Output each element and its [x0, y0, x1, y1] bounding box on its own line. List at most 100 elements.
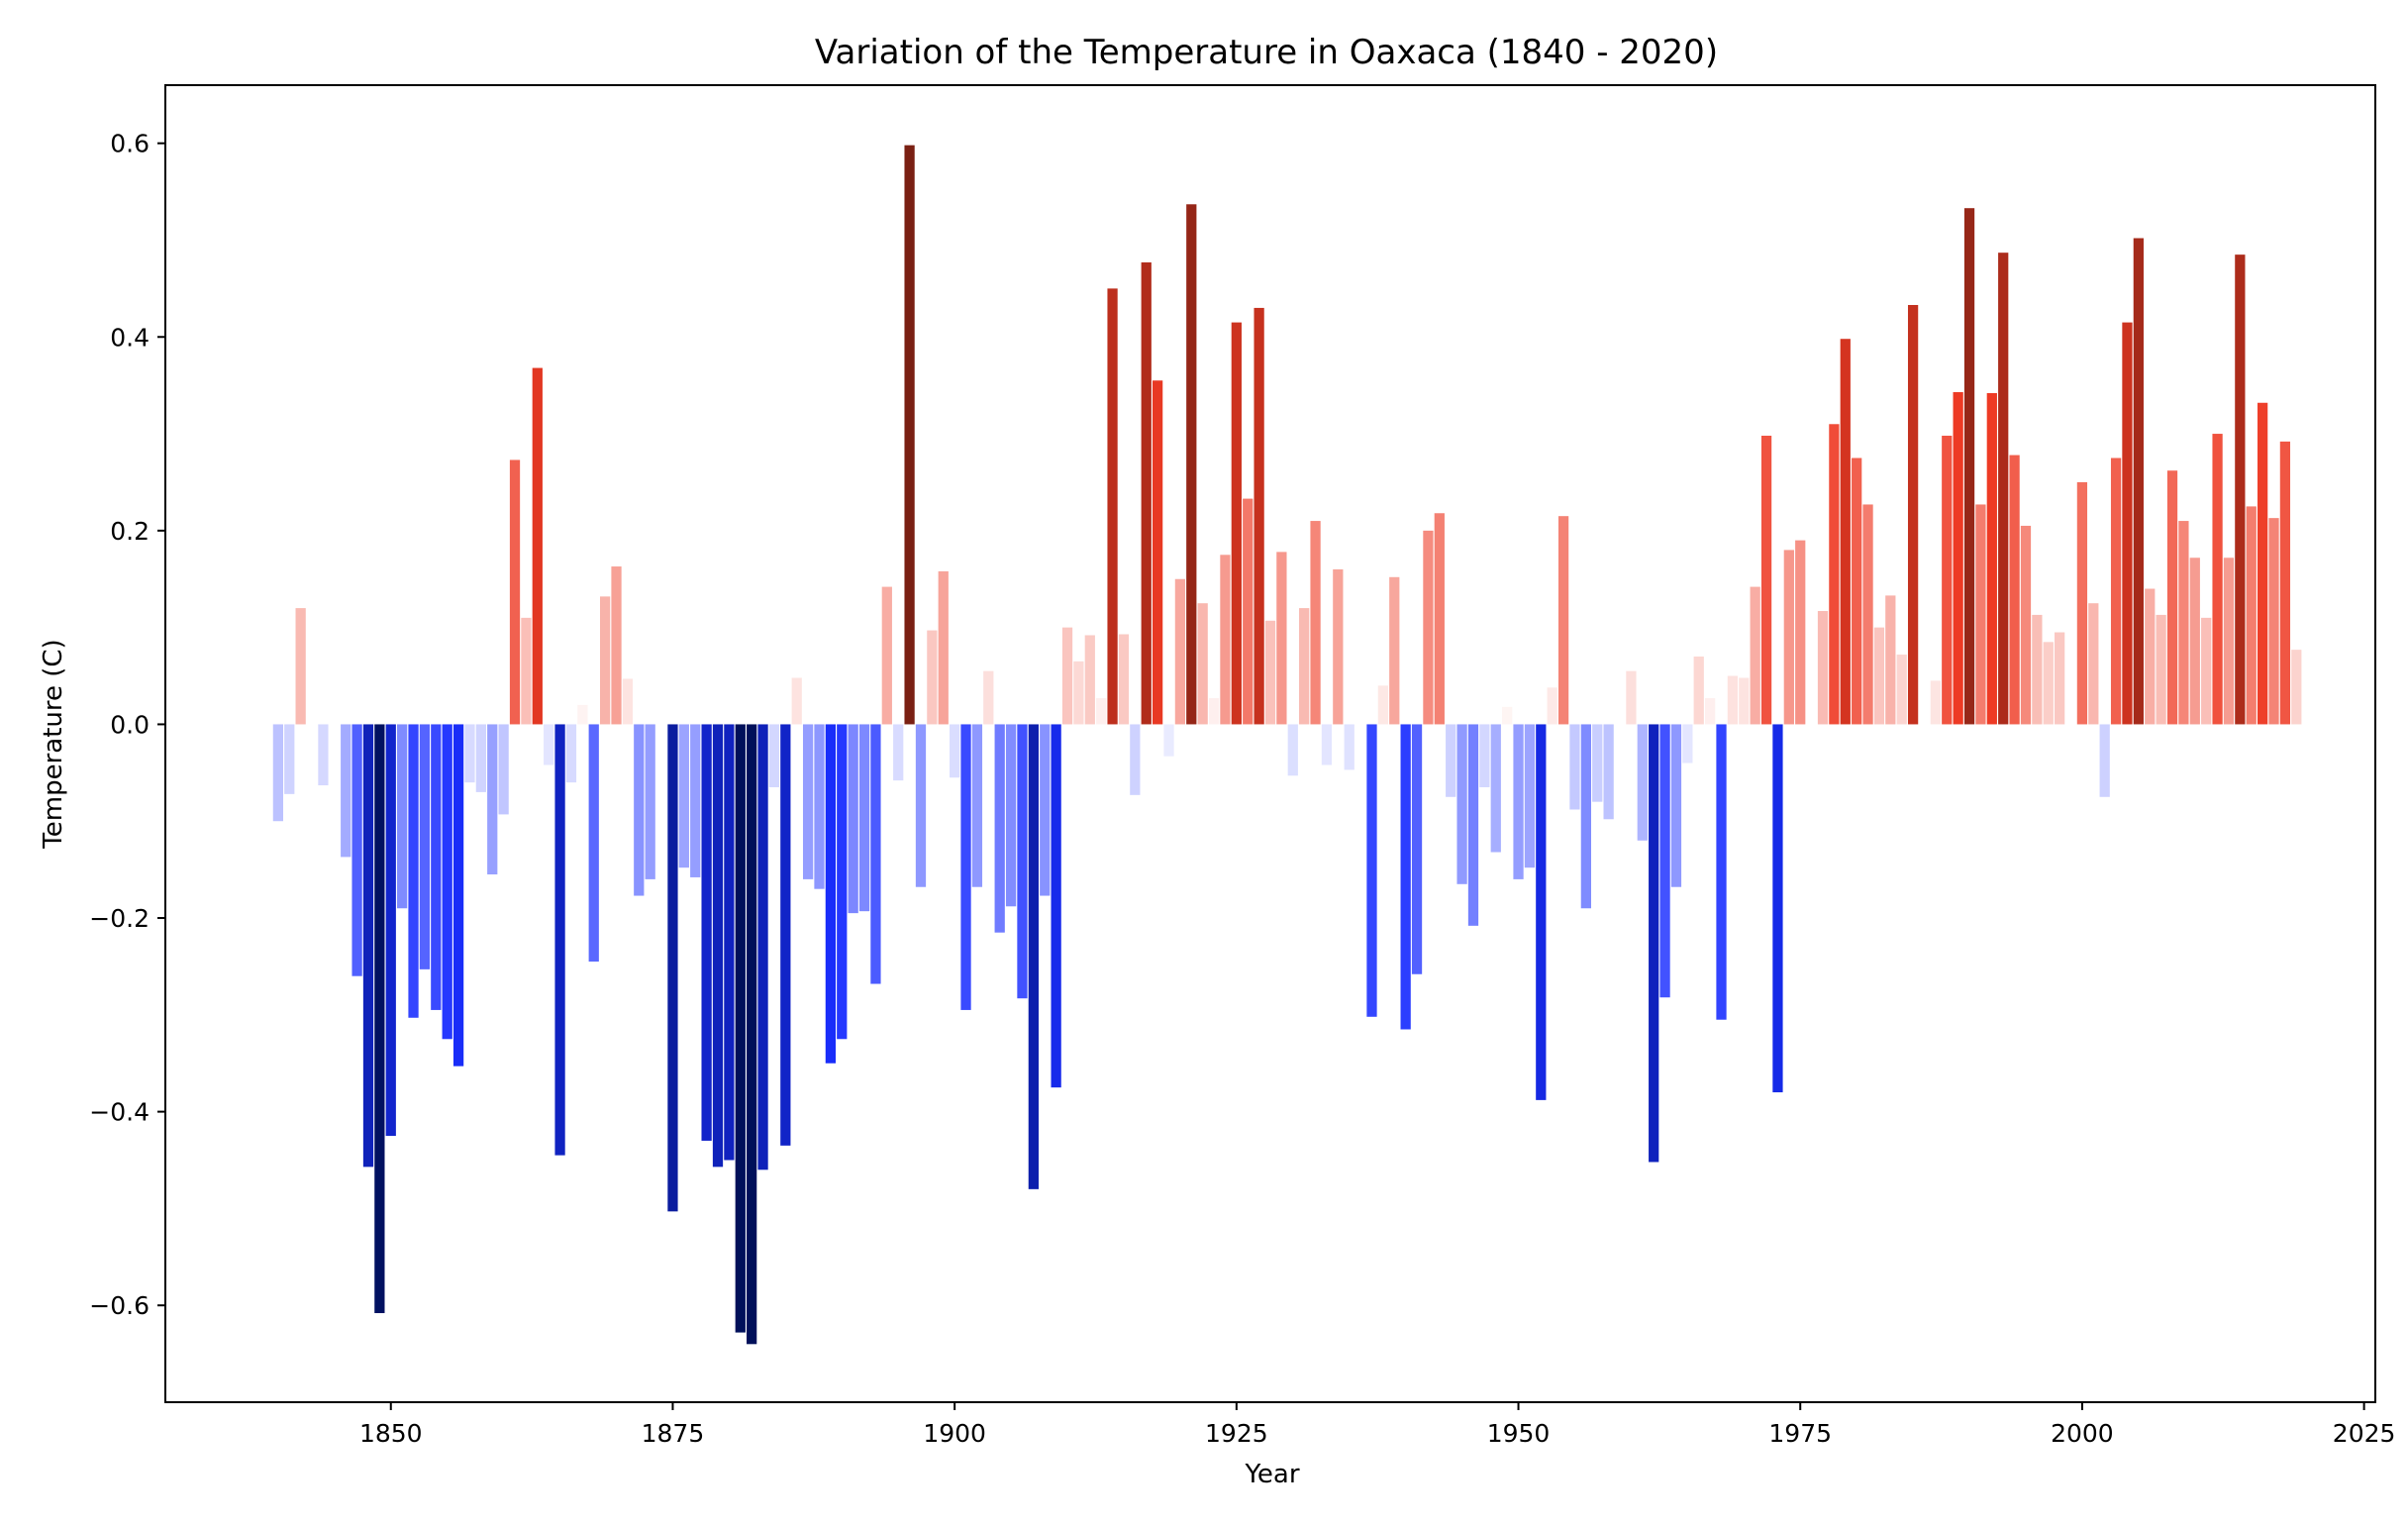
bar-1955 [1569, 724, 1580, 810]
bar-2002 [2099, 724, 2110, 797]
bar-1907 [1028, 724, 1039, 1189]
bar-1952 [1536, 724, 1547, 1100]
bar-1983 [1885, 595, 1896, 725]
bar-1973 [1772, 724, 1783, 1093]
bar-1967 [1705, 698, 1716, 725]
bar-1869 [600, 596, 611, 725]
bar-1935 [1344, 724, 1354, 770]
bar-1954 [1557, 516, 1569, 725]
bar-1919 [1163, 724, 1174, 757]
bar-1882 [747, 724, 757, 1345]
bar-1980 [1852, 458, 1862, 725]
bar-1930 [1287, 724, 1298, 776]
bar-1875 [667, 724, 678, 1212]
bar-1905 [1005, 724, 1017, 907]
bar-2008 [2166, 470, 2178, 725]
bar-1878 [701, 724, 712, 1141]
bar-1915 [1118, 634, 1130, 725]
bar-2004 [2122, 322, 2133, 725]
bar-1937 [1366, 724, 1377, 1017]
bar-1956 [1580, 724, 1591, 909]
bar-1985 [1907, 304, 1919, 725]
bar-1860 [498, 724, 509, 815]
chart-title: Variation of the Temperature in Oaxaca (… [815, 33, 1718, 72]
bar-1996 [2032, 614, 2043, 725]
bar-1939 [1389, 576, 1400, 725]
bar-1981 [1862, 504, 1873, 725]
bar-1909 [1051, 724, 1061, 1088]
bar-1879 [712, 724, 724, 1168]
bar-1947 [1479, 724, 1490, 788]
bar-1872 [634, 724, 645, 896]
bar-1965 [1682, 724, 1693, 763]
bar-1844 [318, 724, 329, 786]
y-tick-label-1: −0.4 [89, 1098, 150, 1127]
bar-1888 [814, 724, 825, 889]
bar-1912 [1084, 635, 1095, 725]
bar-1997 [2043, 642, 2054, 725]
bar-1904 [994, 724, 1005, 933]
bar-1911 [1073, 661, 1084, 725]
bar-1944 [1446, 724, 1456, 797]
bar-1989 [1953, 392, 1963, 725]
bar-1852 [408, 724, 419, 1018]
bar-1963 [1659, 724, 1670, 998]
y-tick-label-0: −0.6 [89, 1291, 150, 1320]
bar-1893 [870, 724, 881, 984]
bar-1950 [1513, 724, 1524, 879]
x-tick-label-1975: 1975 [1768, 1419, 1832, 1448]
bar-1847 [351, 724, 362, 976]
bar-1846 [341, 724, 351, 858]
bar-1972 [1760, 436, 1772, 725]
bar-1964 [1670, 724, 1682, 887]
x-tick-label-1850: 1850 [359, 1419, 423, 1448]
bar-1841 [284, 724, 295, 794]
bar-1979 [1840, 339, 1851, 725]
bar-1946 [1467, 724, 1479, 926]
bar-2007 [2156, 614, 2166, 725]
bar-1892 [858, 724, 870, 912]
bars-layer [272, 145, 2302, 1345]
bar-1896 [904, 145, 915, 725]
bar-1876 [678, 724, 689, 868]
bar-1889 [825, 724, 836, 1064]
bar-1910 [1061, 627, 1073, 725]
bar-1918 [1153, 380, 1163, 725]
bar-1908 [1040, 724, 1051, 896]
y-tick-label-6: 0.6 [110, 130, 150, 158]
bar-1925 [1231, 322, 1242, 725]
bar-2001 [2088, 603, 2099, 725]
bar-1913 [1096, 698, 1107, 725]
bar-1987 [1930, 680, 1941, 725]
bar-1934 [1333, 568, 1344, 725]
bar-2003 [2110, 458, 2122, 725]
bar-1883 [757, 724, 768, 1170]
x-tick-label-1900: 1900 [923, 1419, 986, 1448]
bar-1932 [1310, 521, 1321, 725]
y-tick-label-2: −0.2 [89, 904, 150, 933]
x-tick-label-1950: 1950 [1487, 1419, 1551, 1448]
bar-1948 [1490, 724, 1501, 853]
bar-2012 [2212, 434, 2223, 725]
bar-1928 [1264, 620, 1276, 725]
y-axis-title: Temperature (C) [39, 639, 68, 849]
bar-1974 [1783, 550, 1794, 725]
bar-1921 [1186, 204, 1197, 725]
x-tick-label-2025: 2025 [2333, 1419, 2396, 1448]
bar-1923 [1208, 698, 1220, 725]
bar-1945 [1456, 724, 1467, 884]
bar-1867 [577, 704, 588, 725]
x-tick-label-1925: 1925 [1205, 1419, 1268, 1448]
bar-1995 [2020, 525, 2032, 725]
bar-1975 [1795, 540, 1806, 725]
bar-1880 [724, 724, 735, 1161]
bar-1984 [1896, 655, 1907, 725]
bar-1969 [1727, 675, 1739, 725]
bar-1982 [1873, 627, 1885, 725]
bar-1933 [1321, 724, 1333, 765]
bar-1998 [2055, 632, 2065, 725]
bar-1977 [1817, 611, 1829, 725]
bar-1894 [881, 586, 892, 725]
bar-1853 [419, 724, 431, 969]
